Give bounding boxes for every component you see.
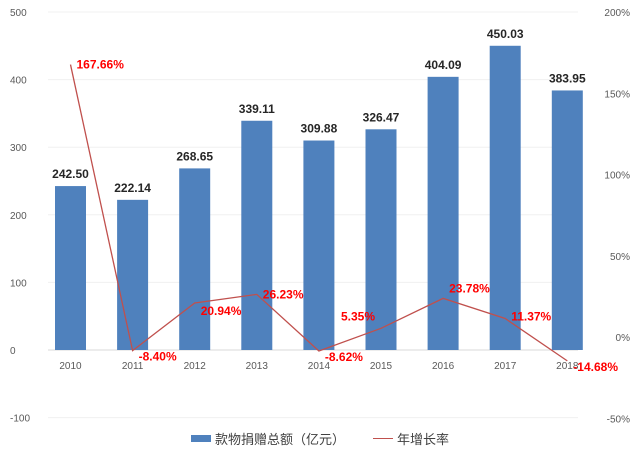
x-axis-tick: 2013 (246, 361, 269, 372)
growth-value-label: 20.94% (201, 304, 242, 318)
left-axis-tick: -100 (10, 414, 30, 425)
legend-item-growth: 年增长率 (373, 429, 449, 448)
x-axis-tick: 2012 (184, 361, 207, 372)
bar-value-label: 268.65 (176, 149, 213, 163)
growth-value-label: -8.40% (139, 350, 177, 364)
growth-value-label: 11.37% (511, 310, 551, 324)
bar-value-label: 242.50 (52, 167, 89, 181)
right-axis-tick: 50% (610, 252, 630, 263)
bar-value-label: 450.03 (487, 27, 524, 41)
growth-value-label: 5.35% (341, 309, 375, 323)
x-axis-tick: 2016 (432, 361, 455, 372)
bar-value-label: 383.95 (549, 71, 586, 85)
right-axis-tick: 150% (604, 89, 630, 100)
bar-2015 (365, 129, 397, 350)
growth-value-label: 167.66% (77, 58, 125, 72)
x-axis-tick: 2011 (122, 361, 144, 372)
legend-item-donations: 款物捐赠总额（亿元） (190, 429, 345, 448)
legend: 款物捐赠总额（亿元） 年增长率 (0, 428, 640, 448)
left-axis-tick: 400 (10, 76, 27, 87)
left-axis-tick: 200 (10, 211, 27, 222)
growth-value-label: -14.68% (573, 360, 618, 374)
bar-2012 (179, 168, 211, 350)
left-axis-tick: 100 (10, 278, 27, 289)
legend-label-donations: 款物捐赠总额（亿元） (214, 432, 345, 448)
growth-value-label: 26.23% (263, 287, 304, 301)
bar-value-label: 404.09 (425, 58, 462, 72)
x-axis-tick: 2015 (370, 361, 393, 372)
bar-2016 (427, 76, 459, 351)
bar-swatch-icon (190, 434, 211, 442)
x-axis-tick: 2017 (494, 361, 517, 372)
bar-2014 (303, 140, 335, 350)
right-axis-tick: -50% (607, 414, 630, 425)
bar-value-label: 326.47 (363, 110, 400, 124)
bar-value-label: 222.14 (114, 181, 151, 195)
legend-label-growth: 年增长率 (397, 432, 450, 448)
bar-2018 (551, 90, 583, 350)
x-axis-tick: 2014 (308, 361, 331, 372)
right-axis-tick: 0% (616, 333, 631, 344)
right-axis-tick: 200% (604, 8, 630, 19)
bar-2017 (489, 45, 521, 350)
left-axis-tick: 300 (10, 143, 27, 154)
growth-value-label: -8.62% (325, 350, 363, 364)
growth-rate-line (69, 64, 568, 362)
left-axis-tick: 500 (10, 8, 27, 19)
growth-value-label: 23.78% (449, 281, 490, 295)
bar-2013 (241, 120, 273, 350)
bar-value-label: 309.88 (301, 122, 338, 136)
x-axis-tick: 2018 (556, 361, 579, 372)
left-axis-tick: 0 (10, 346, 16, 357)
bar-value-label: 339.11 (239, 102, 275, 116)
bar-2011 (117, 199, 149, 350)
line-swatch-icon (373, 437, 393, 439)
x-axis-tick: 2010 (59, 361, 82, 372)
right-axis-tick: 100% (604, 171, 630, 182)
bar-2010 (55, 186, 86, 350)
